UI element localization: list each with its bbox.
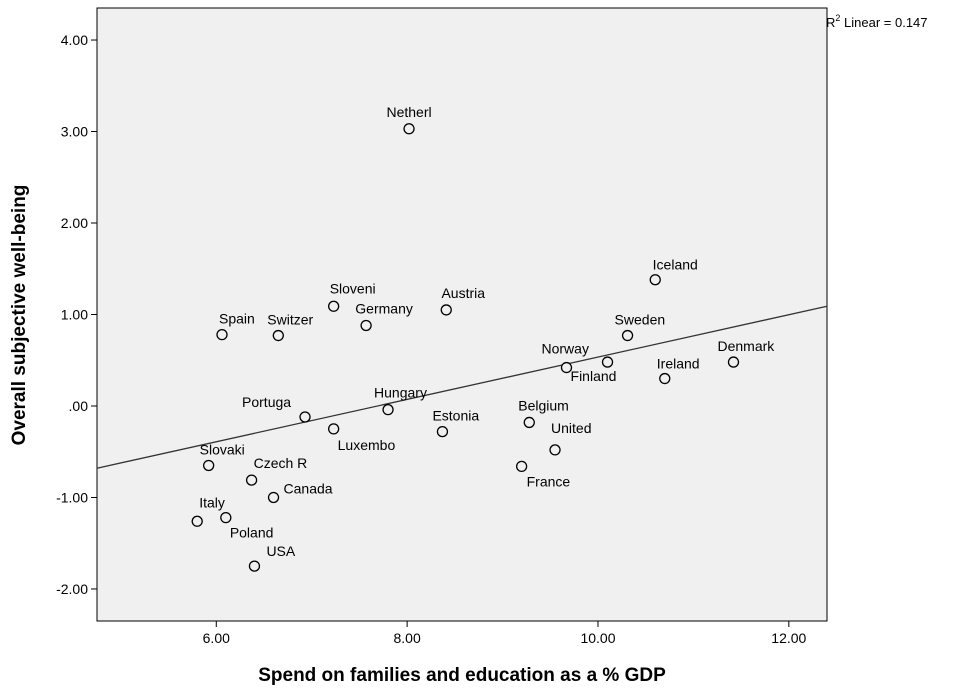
x-tick-label: 10.00 bbox=[580, 630, 615, 646]
data-point bbox=[248, 560, 261, 572]
point-label: Sloveni bbox=[330, 280, 376, 296]
data-point bbox=[549, 444, 561, 456]
data-point bbox=[328, 423, 340, 435]
data-point bbox=[216, 328, 228, 341]
data-point bbox=[659, 372, 671, 385]
data-point bbox=[191, 515, 203, 527]
point-label: Czech R bbox=[254, 455, 308, 471]
fit-label-suffix: Linear = 0.147 bbox=[840, 15, 927, 30]
data-point bbox=[436, 425, 449, 438]
y-tick-label: 3.00 bbox=[61, 124, 88, 140]
plot-area bbox=[96, 7, 828, 622]
data-point bbox=[649, 274, 661, 286]
y-tick-label: 1.00 bbox=[61, 307, 88, 323]
point-label: France bbox=[527, 473, 571, 489]
axes-layer: -2.00 -1.00 .00 1.00 2.00 3.00 4.00 6.00 8.00 10.… bbox=[56, 32, 806, 646]
data-point bbox=[601, 356, 614, 368]
data-point bbox=[272, 329, 284, 342]
point-label: USA bbox=[266, 543, 295, 559]
data-point bbox=[440, 304, 452, 316]
data-point bbox=[360, 319, 372, 332]
point-label: Portuga bbox=[242, 394, 291, 410]
y-tick-label: -2.00 bbox=[56, 581, 88, 597]
fit-layer bbox=[96, 305, 828, 469]
fit-line-label: R2 Linear = 0.147 bbox=[826, 13, 928, 30]
point-label: Germany bbox=[355, 300, 413, 316]
point-label: Estonia bbox=[432, 408, 479, 424]
y-axis-title: Overall subjective well-being bbox=[9, 185, 30, 446]
point-label: Hungary bbox=[374, 385, 427, 401]
y-tick-label: -1.00 bbox=[56, 489, 88, 505]
data-point bbox=[621, 329, 634, 342]
point-label: Norway bbox=[541, 341, 588, 357]
data-point bbox=[403, 123, 415, 135]
point-label: Italy bbox=[199, 494, 225, 510]
x-axis-title: Spend on families and education as a % G… bbox=[258, 665, 666, 686]
x-tick-label: 12.00 bbox=[771, 630, 806, 646]
y-tick-label: 4.00 bbox=[61, 32, 88, 48]
data-point bbox=[245, 474, 258, 486]
data-point bbox=[220, 511, 232, 524]
point-label: Poland bbox=[230, 525, 274, 541]
x-tick-label: 8.00 bbox=[394, 630, 421, 646]
data-point bbox=[515, 460, 528, 473]
data-point bbox=[727, 356, 740, 368]
y-tick-label: 2.00 bbox=[61, 215, 88, 231]
data-point bbox=[560, 361, 573, 374]
point-label: Canada bbox=[284, 480, 333, 496]
point-label: Sweden bbox=[615, 312, 666, 328]
points-layer: Netherl Iceland Sloveni Austria Germany Spain… bbox=[191, 104, 775, 572]
point-label: United bbox=[551, 420, 591, 436]
point-label: Denmark bbox=[717, 338, 775, 354]
data-point bbox=[523, 416, 535, 429]
x-tick-label: 6.00 bbox=[203, 630, 230, 646]
data-point bbox=[328, 300, 340, 312]
point-label: Netherl bbox=[386, 104, 431, 120]
point-label: Ireland bbox=[657, 356, 700, 372]
point-label: Finland bbox=[571, 368, 617, 384]
fit-line bbox=[96, 305, 828, 469]
point-label: Belgium bbox=[518, 397, 569, 413]
y-tick-label: .00 bbox=[69, 398, 89, 414]
point-label: Iceland bbox=[653, 257, 698, 273]
point-label: Spain bbox=[219, 311, 255, 327]
data-point bbox=[202, 459, 215, 472]
point-label: Austria bbox=[441, 285, 485, 301]
data-point bbox=[267, 491, 280, 504]
point-label: Slovaki bbox=[200, 441, 245, 457]
point-label: Luxembo bbox=[338, 437, 396, 453]
point-label: Switzer bbox=[267, 312, 313, 328]
fit-label-sup: 2 bbox=[835, 13, 840, 23]
data-point bbox=[382, 404, 394, 416]
fit-label-prefix: R bbox=[826, 15, 835, 30]
data-point bbox=[299, 411, 311, 423]
